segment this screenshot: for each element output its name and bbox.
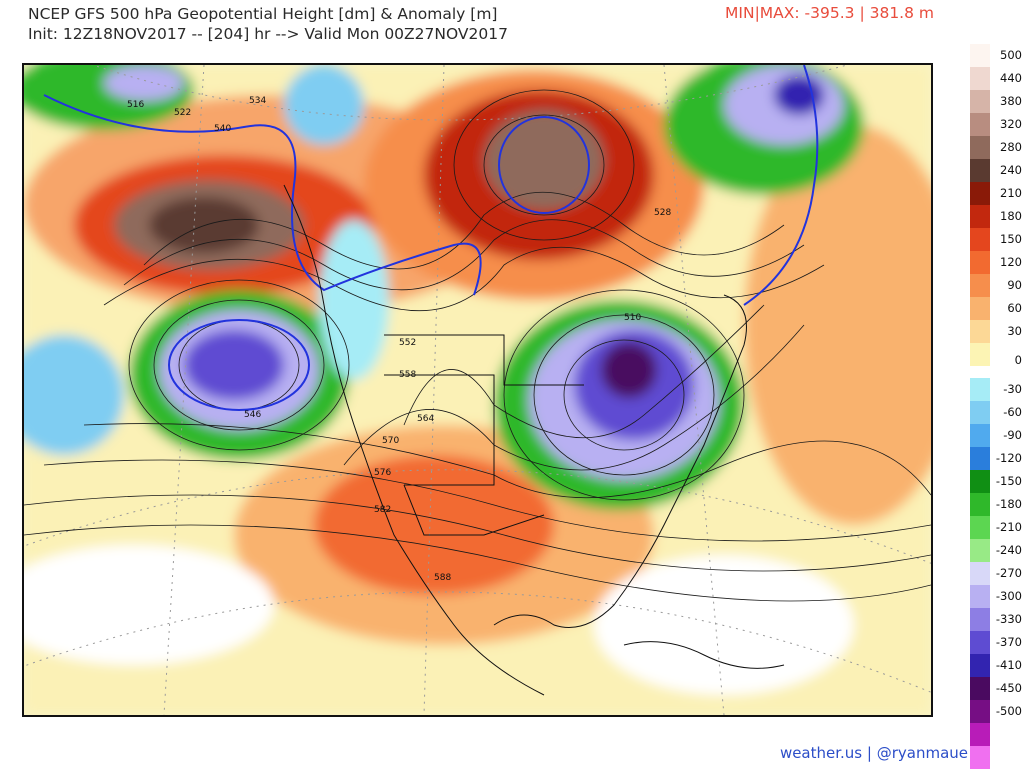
colorbar-tick-label: 0 [1014,353,1022,367]
colorbar-segment [970,746,990,769]
colorbar-segment [970,700,990,723]
colorbar-tick-label: 500 [1000,48,1022,62]
contour-label-group: 516 522 534 540 546 552 558 564 570 576 … [127,96,671,583]
colorbar-tick-label: -410 [995,658,1022,672]
colorbar-tick-label: -30 [1003,382,1022,396]
colorbar-tick-label: 150 [1000,232,1022,246]
contour-label-534: 534 [249,96,266,106]
colorbar-segment [970,470,990,493]
colorbar-segment [970,447,990,470]
colorbar-tick-label: -500 [995,704,1022,718]
colorbar-tick-label: 320 [1000,117,1022,131]
colorbar-tick-label: 30 [1007,324,1022,338]
colorbar-tick-label: -60 [1003,405,1022,419]
contour-label-522: 522 [174,108,191,118]
colorbar-tick-label: 240 [1000,163,1022,177]
colorbar-segment [970,401,990,424]
anomaly-map: 516 522 534 540 546 552 558 564 570 576 … [24,65,931,715]
contour-label-528: 528 [654,208,671,218]
title-block: NCEP GFS 500 hPa Geopotential Height [dm… [28,4,508,44]
colorbar-segment [970,493,990,516]
contour-label-570: 570 [382,436,399,446]
colorbar-segment [970,516,990,539]
colorbar-segment [970,182,990,205]
colorbar-tick-label: -370 [995,635,1022,649]
colorbar-segment [970,608,990,631]
colorbar-segment [970,136,990,159]
highlight-contours [43,65,819,411]
colorbar-tick-label: -210 [995,520,1022,534]
graticule [24,65,931,715]
minmax-readout: MIN|MAX: -395.3 | 381.8 m [725,4,934,22]
colorbar-segment [970,297,990,320]
colorbar-segment [970,539,990,562]
colorbar-tick-label: 180 [1000,209,1022,223]
colorbar-tick-label: 280 [1000,140,1022,154]
colorbar-segment [970,424,990,447]
colorbar-segment [970,723,990,746]
colorbar-segment [970,320,990,343]
colorbar-segment [970,274,990,297]
colorbar-tick-label: -150 [995,474,1022,488]
map-subtitle: Init: 12Z18NOV2017 -- [204] hr --> Valid… [28,25,508,43]
colorbar-segment [970,159,990,182]
colorbar-tick-label: -270 [995,566,1022,580]
credit-text: weather.us | @ryanmaue [779,744,968,762]
map-title: NCEP GFS 500 hPa Geopotential Height [dm… [28,5,498,23]
contour-label-558: 558 [399,370,416,380]
colorbar-tick-label: -450 [995,681,1022,695]
colorbar-segment [970,343,990,366]
colorbar-segment [970,378,990,401]
contour-label-516: 516 [127,100,144,110]
colorbar-tick-label: 440 [1000,71,1022,85]
colorbar-segment [970,205,990,228]
colorbar-segment [970,44,990,67]
colorbar-segment [970,654,990,677]
contour-label-582: 582 [374,505,391,515]
colorbar-tick-label: -180 [995,497,1022,511]
colorbar-tick-label: -240 [995,543,1022,557]
colorbar-segment [970,562,990,585]
colorbar-tick-label: 210 [1000,186,1022,200]
contour-label-576: 576 [374,468,391,478]
colorbar-segment [970,631,990,654]
colorbar-tick-label: 120 [1000,255,1022,269]
colorbar-segment [970,585,990,608]
colorbar-segment [970,113,990,136]
contour-label-510: 510 [624,313,641,323]
map-frame: 516 522 534 540 546 552 558 564 570 576 … [22,63,933,717]
colorbar-tick-label: 380 [1000,94,1022,108]
coastlines [283,184,785,696]
colorbar-segment [970,90,990,113]
colorbar-tick-label: -120 [995,451,1022,465]
colorbar-tick-label: 60 [1007,301,1022,315]
anomaly-fill-layer [24,65,931,715]
colorbar-segment [970,251,990,274]
contour-label-564: 564 [417,414,434,424]
colorbar-segment [970,67,990,90]
contour-label-546: 546 [244,410,261,420]
contour-label-588: 588 [434,573,451,583]
colorbar-tick-label: -90 [1003,428,1022,442]
colorbar-tick-label: -330 [995,612,1022,626]
height-contours [24,89,931,602]
colorbar-tick-label: 90 [1007,278,1022,292]
contour-label-552: 552 [399,338,416,348]
colorbar-segment [970,228,990,251]
colorbar-tick-label: -300 [995,589,1022,603]
colorbar-segment [970,677,990,700]
contour-label-540: 540 [214,124,231,134]
